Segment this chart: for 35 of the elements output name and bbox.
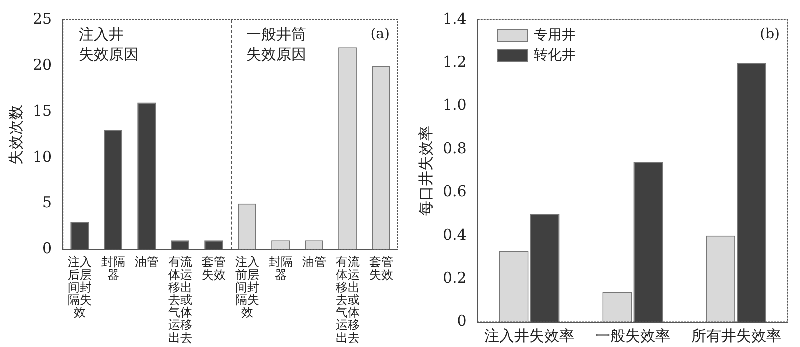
legend-label: 专用井: [534, 28, 576, 44]
annotation: 一般井筒失效原因: [246, 25, 307, 64]
x-tick-label: 有流体运移出去或气体运移出去: [336, 255, 360, 345]
x-tick-label: 封隔器: [101, 255, 126, 282]
x-tick-label: 套管失效: [369, 255, 394, 282]
x-tick-label: 一般失效率: [595, 327, 670, 346]
x-tick-label: 油管: [134, 255, 159, 270]
y-axis-title: 每口井失效率: [416, 126, 435, 216]
y-tick-label: 25: [32, 10, 52, 28]
y-tick-label: 10: [32, 148, 52, 166]
y-tick-label: 15: [32, 102, 52, 120]
x-tick-label: 注入井失效率: [484, 327, 575, 346]
y-tick-label: 0: [457, 312, 467, 330]
x-tick-label: 注入前层间封隔失效: [235, 255, 260, 320]
legend-label: 转化井: [534, 48, 576, 64]
y-tick-label: 5: [42, 194, 52, 212]
x-tick-label: 油管: [302, 255, 326, 270]
y-tick-label: 1.0: [442, 96, 467, 114]
y-tick-label: 0.6: [442, 182, 467, 201]
x-tick-label: 注入后层间封隔失效: [68, 255, 92, 320]
y-tick-label: 0.4: [442, 226, 467, 244]
annotation: (a): [370, 26, 390, 43]
y-tick-label: 0: [42, 240, 52, 258]
y-tick-label: 0.8: [442, 139, 467, 158]
y-tick-label: 0.2: [442, 268, 467, 287]
y-axis-title: 失效次数: [6, 104, 25, 165]
annotation: (b): [760, 26, 780, 43]
y-tick-label: 20: [32, 56, 52, 74]
x-tick-label: 封隔器: [268, 255, 293, 282]
annotation: 注入井失效原因: [79, 25, 140, 64]
x-tick-label: 有流体运移出去或气体运移出去: [168, 255, 192, 345]
y-tick-label: 1.4: [442, 10, 467, 28]
x-tick-label: 所有井失效率: [691, 327, 782, 346]
y-tick-label: 1.2: [442, 53, 467, 72]
x-tick-label: 套管失效: [202, 255, 226, 282]
